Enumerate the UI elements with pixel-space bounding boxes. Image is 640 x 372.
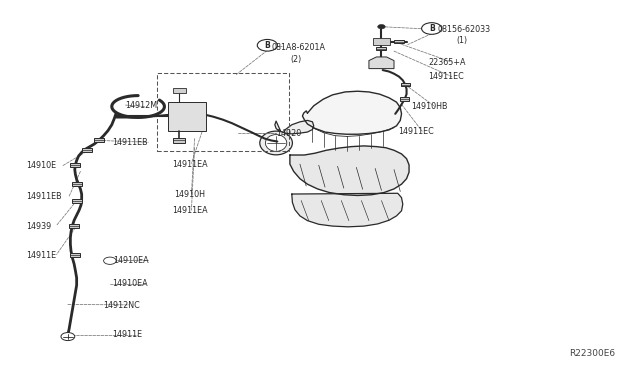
- Polygon shape: [275, 121, 314, 135]
- Text: B: B: [429, 24, 435, 33]
- Polygon shape: [303, 91, 401, 134]
- Bar: [376, 47, 387, 50]
- Text: 14910E: 14910E: [26, 161, 56, 170]
- Polygon shape: [369, 57, 394, 68]
- Bar: [82, 148, 92, 151]
- Bar: [72, 182, 82, 186]
- Bar: [173, 138, 185, 142]
- Text: R22300E6: R22300E6: [569, 349, 615, 358]
- Circle shape: [378, 25, 385, 29]
- Text: B: B: [264, 41, 270, 50]
- Bar: [70, 253, 81, 257]
- Bar: [168, 102, 206, 131]
- Text: 14911EC: 14911EC: [428, 72, 463, 81]
- Text: 14939: 14939: [26, 222, 52, 231]
- Circle shape: [61, 333, 75, 341]
- Text: 14912NC: 14912NC: [104, 301, 140, 310]
- Text: 14911E: 14911E: [112, 330, 142, 339]
- Circle shape: [104, 257, 116, 264]
- Text: (2): (2): [290, 55, 301, 64]
- Circle shape: [106, 259, 114, 263]
- Ellipse shape: [260, 131, 292, 155]
- Bar: [173, 87, 186, 93]
- Text: 08156-62033: 08156-62033: [438, 25, 491, 34]
- Text: 14911EA: 14911EA: [173, 160, 208, 169]
- Bar: [70, 163, 81, 167]
- Circle shape: [257, 39, 277, 51]
- Text: 14912M: 14912M: [125, 101, 157, 110]
- Text: 14911EA: 14911EA: [173, 206, 208, 215]
- Text: 14911E: 14911E: [26, 251, 56, 260]
- Text: 14911EB: 14911EB: [26, 192, 62, 201]
- Polygon shape: [290, 146, 409, 195]
- Circle shape: [422, 23, 442, 34]
- Text: 14910EA: 14910EA: [113, 256, 148, 265]
- Text: 14911EC: 14911EC: [398, 127, 434, 136]
- Text: 14910H: 14910H: [175, 189, 205, 199]
- Bar: [72, 199, 82, 203]
- Text: 22365+A: 22365+A: [428, 58, 465, 67]
- Ellipse shape: [266, 135, 287, 151]
- Bar: [157, 73, 289, 151]
- Bar: [372, 38, 390, 45]
- Text: 14920: 14920: [276, 129, 301, 138]
- Bar: [69, 224, 79, 228]
- Text: (1): (1): [457, 36, 468, 45]
- Bar: [400, 97, 410, 101]
- Text: 14910HB: 14910HB: [411, 102, 447, 111]
- Text: 081A8-6201A: 081A8-6201A: [271, 43, 325, 52]
- Bar: [94, 138, 104, 142]
- Text: 14911EB: 14911EB: [112, 138, 147, 147]
- Text: 14910EA: 14910EA: [112, 279, 147, 288]
- Bar: [394, 40, 404, 44]
- Polygon shape: [292, 193, 403, 227]
- Bar: [401, 83, 410, 86]
